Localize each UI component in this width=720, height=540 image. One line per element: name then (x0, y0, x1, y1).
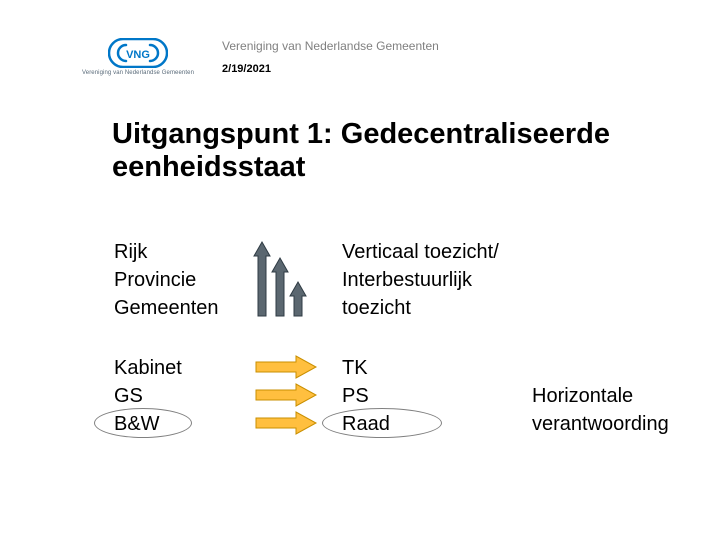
vertical-oversight-label: Verticaal toezicht/ Interbestuurlijk toe… (342, 238, 499, 322)
horizontal-accountability-label: Horizontale verantwoording (532, 382, 669, 438)
logo-subtext: Vereniging van Nederlandse Gemeenten (82, 70, 194, 76)
content: Rijk Provincie Gemeenten Verticaal toezi… (114, 238, 669, 438)
right-arrows-icon (252, 354, 322, 438)
levels-list: Rijk Provincie Gemeenten (114, 238, 252, 322)
vo-line3: toezicht (342, 294, 499, 322)
exec-bw: B&W (114, 410, 252, 438)
exec-kabinet: Kabinet (114, 354, 252, 382)
spacer (114, 322, 669, 354)
group-horizontal-accountability: Kabinet GS B&W TK PS Raad (114, 354, 669, 438)
ha-line1: Horizontale (532, 382, 669, 410)
council-ps: PS (342, 382, 422, 410)
slide: VNG Vereniging van Nederlandse Gemeenten… (0, 0, 720, 540)
up-arrows-icon (252, 238, 312, 318)
exec-gs: GS (114, 382, 252, 410)
council-raad: Raad (342, 410, 422, 438)
executive-list: Kabinet GS B&W (114, 354, 252, 438)
header: VNG Vereniging van Nederlandse Gemeenten… (82, 38, 439, 76)
councils-list: TK PS Raad (342, 354, 422, 438)
logo-text: VNG (126, 49, 150, 61)
logo: VNG Vereniging van Nederlandse Gemeenten (82, 38, 194, 76)
group2-right: TK PS Raad Horizontale verantwoording (342, 354, 669, 438)
vo-line2: Interbestuurlijk (342, 266, 499, 294)
level-gemeenten: Gemeenten (114, 294, 252, 322)
group-vertical-oversight: Rijk Provincie Gemeenten Verticaal toezi… (114, 238, 669, 322)
level-provincie: Provincie (114, 266, 252, 294)
up-arrows (252, 238, 342, 318)
ha-line2: verantwoording (532, 410, 669, 438)
page-title: Uitgangspunt 1: Gedecentraliseerde eenhe… (112, 118, 672, 185)
header-text: Vereniging van Nederlandse Gemeenten 2/1… (222, 39, 439, 75)
level-rijk: Rijk (114, 238, 252, 266)
council-tk: TK (342, 354, 422, 382)
vng-logo-icon: VNG (108, 38, 168, 68)
org-name: Vereniging van Nederlandse Gemeenten (222, 39, 439, 53)
date: 2/19/2021 (222, 63, 439, 75)
top-gutter (0, 0, 720, 28)
vo-line1: Verticaal toezicht/ (342, 238, 499, 266)
